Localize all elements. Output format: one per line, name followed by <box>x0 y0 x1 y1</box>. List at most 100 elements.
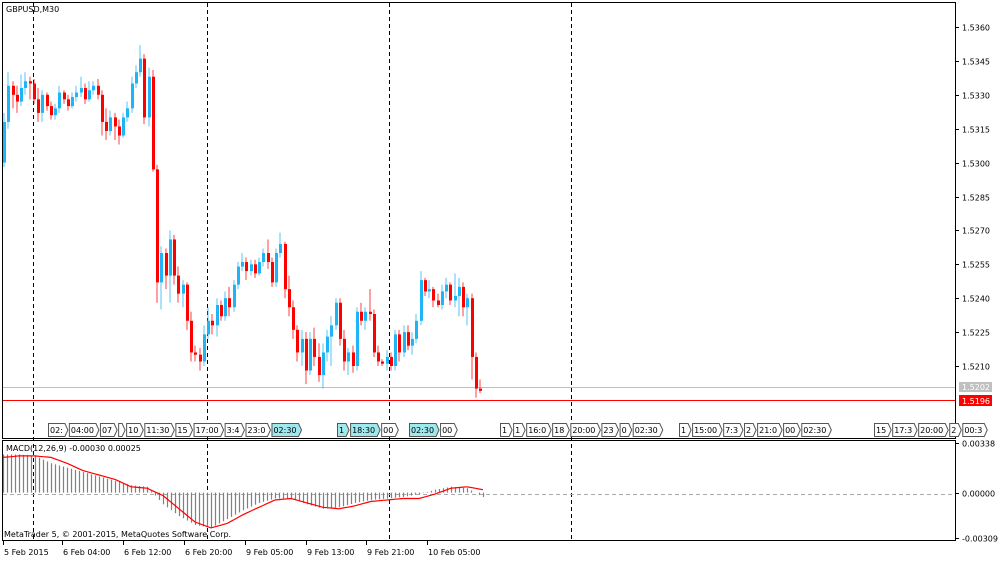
candle <box>122 112 125 138</box>
candle <box>131 76 134 113</box>
event-flag[interactable]: 20:00 <box>918 423 949 438</box>
candle <box>296 325 299 362</box>
time-tick-label: 5 Feb 2015 <box>4 548 49 557</box>
event-flag[interactable]: 18 <box>552 423 570 438</box>
candle-body <box>377 352 380 362</box>
candle <box>20 74 23 107</box>
event-flag-shape <box>193 423 225 437</box>
event-flag-shape <box>601 423 620 437</box>
candle-body <box>118 126 121 136</box>
candle <box>381 359 384 366</box>
candle-body <box>284 243 287 290</box>
event-flag[interactable]: 00:3 <box>962 423 988 438</box>
event-flag[interactable]: 11:30 <box>144 423 175 438</box>
candle <box>347 347 350 376</box>
event-flag-label: 02:30 <box>803 426 826 435</box>
event-flag[interactable]: 17:3 <box>892 423 918 438</box>
event-flag-label: 1 <box>515 426 520 435</box>
event-flag[interactable] <box>118 423 126 438</box>
candle-body <box>462 286 465 308</box>
event-flag[interactable]: 1 <box>513 423 526 438</box>
candle <box>114 112 117 140</box>
event-flag[interactable]: 16:0 <box>526 423 552 438</box>
candle-body <box>432 289 435 301</box>
price-tick-label: 1.5285 <box>962 194 990 203</box>
candle-body <box>88 90 91 100</box>
candle-body <box>105 121 108 131</box>
event-flag[interactable]: 00 <box>783 423 801 438</box>
event-flag[interactable]: 7:3 <box>723 423 744 438</box>
candle <box>3 112 6 168</box>
event-flag-label: 0 <box>622 426 627 435</box>
price-tick-label: 1.5360 <box>962 24 990 33</box>
event-flag[interactable]: 00 <box>381 423 399 438</box>
event-flag[interactable]: 00 <box>440 423 458 438</box>
event-flag[interactable]: 2 <box>949 423 962 438</box>
event-flag-shape <box>144 423 175 437</box>
candle-body <box>301 338 304 353</box>
event-flag[interactable]: 07 <box>99 423 118 438</box>
event-flag-shape <box>874 423 892 437</box>
event-flag-label: 15 <box>876 426 886 435</box>
event-flag[interactable]: 15 <box>175 423 194 438</box>
event-flag[interactable]: 23 <box>601 423 620 438</box>
event-flag[interactable]: 1 <box>679 423 692 438</box>
candle <box>182 280 185 308</box>
candle-body <box>458 286 461 296</box>
candle-body <box>182 284 185 294</box>
candle <box>173 234 176 285</box>
candle <box>12 81 15 109</box>
event-flag[interactable]: 3:4 <box>224 423 246 438</box>
event-flag[interactable]: 23:0 <box>245 423 272 438</box>
candle <box>169 230 172 303</box>
candle-body <box>143 58 146 118</box>
candle <box>41 90 44 122</box>
event-flag[interactable]: 0 <box>619 423 633 438</box>
event-flag[interactable]: 02:30 <box>271 423 303 438</box>
event-flag[interactable]: 21:0 <box>757 423 783 438</box>
candle <box>420 271 423 326</box>
event-flag-shape <box>381 423 399 437</box>
event-flag-label: 21:0 <box>759 426 777 435</box>
candle-body <box>135 72 138 84</box>
event-flag[interactable]: 1 <box>500 423 513 438</box>
event-flag[interactable]: 18:30 <box>350 423 381 438</box>
time-tick-label: 9 Feb 13:00 <box>307 548 354 557</box>
candle <box>390 352 393 371</box>
event-flag[interactable]: 15:00 <box>692 423 723 438</box>
price-tick-label: 1.5240 <box>962 295 990 304</box>
candle <box>377 345 380 366</box>
candle <box>84 83 87 104</box>
candle <box>309 332 312 376</box>
event-flag[interactable]: 02:30 <box>801 423 832 438</box>
event-flag[interactable]: 20:00 <box>570 423 601 438</box>
candle <box>135 65 138 89</box>
event-flag[interactable]: 15 <box>874 423 892 438</box>
event-flag-shape <box>692 423 723 437</box>
candle <box>152 69 155 172</box>
event-flag[interactable]: 17:00 <box>193 423 225 438</box>
event-flag[interactable]: 02:30 <box>632 423 664 438</box>
event-flag-label: 1 <box>502 426 507 435</box>
event-flag[interactable]: 04:00 <box>68 423 100 438</box>
event-flag[interactable]: 10 <box>126 423 144 438</box>
candle-body <box>386 356 389 364</box>
symbol-title: GBPUSD,M30 <box>6 5 59 14</box>
candle <box>190 311 193 362</box>
candle <box>250 259 253 276</box>
event-flag[interactable]: 02: <box>48 423 69 438</box>
event-flag[interactable]: 02:30 <box>409 423 440 438</box>
candle <box>7 72 10 129</box>
bid-price-label: 1.5202 <box>962 383 990 392</box>
candle-body <box>156 169 159 283</box>
candle <box>97 78 100 100</box>
candle <box>186 282 189 330</box>
macd-axis: 0.00338 0.00000 -0.00309 <box>955 440 998 544</box>
candle-body <box>258 262 261 274</box>
time-tick-label: 9 Feb 21:00 <box>367 548 414 557</box>
candle-body <box>207 320 210 335</box>
event-flag-label: 15 <box>177 426 187 435</box>
event-flag[interactable]: 1 <box>337 423 350 438</box>
event-flag[interactable]: 2 <box>744 423 757 438</box>
